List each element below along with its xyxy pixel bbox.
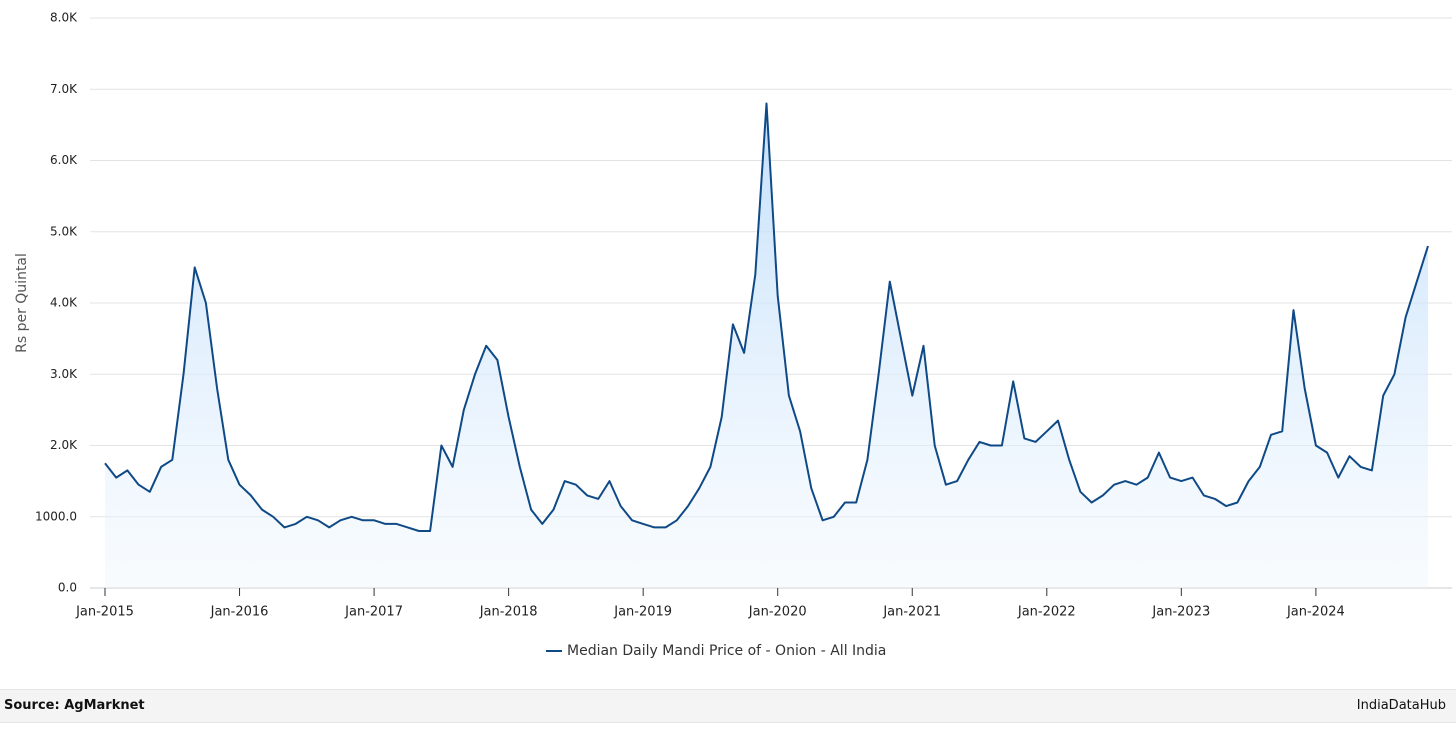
- y-tick-label: 6.0K: [50, 153, 78, 167]
- source: Source: AgMarknet: [4, 698, 145, 713]
- footer: Source: AgMarknet IndiaDataHub: [0, 689, 1456, 723]
- x-tick-label: Jan-2022: [1017, 605, 1076, 620]
- area-fill: [105, 103, 1428, 588]
- x-tick-label: Jan-2016: [210, 605, 269, 620]
- y-tick-label: 5.0K: [50, 224, 78, 238]
- y-tick-label: 8.0K: [50, 11, 78, 25]
- x-tick-label: Jan-2019: [613, 605, 672, 620]
- line: [104, 102, 1429, 532]
- chart: Rs per Quintal 0.0 1000.0 2.0K 3.0K 4.0K 5.0K…: [14, 11, 1452, 659]
- legend-label: Median Daily Mandi Price of - Onion - Al…: [567, 643, 886, 659]
- brand: IndiaDataHub: [1356, 698, 1446, 713]
- y-axis-title: Rs per Quintal: [14, 253, 30, 353]
- y-tick-label: 2.0K: [50, 438, 78, 452]
- y-tick-label: 4.0K: [50, 296, 78, 310]
- x-tick-label: Jan-2024: [1286, 605, 1345, 620]
- y-tick-label: 0.0: [58, 581, 77, 595]
- x-tick-label: Jan-2017: [344, 605, 403, 620]
- x-tick-label: Jan-2018: [479, 605, 538, 620]
- y-tick-label: 7.0K: [50, 82, 78, 96]
- x-tick-label: Jan-2020: [748, 605, 807, 620]
- x-tick-label: Jan-2021: [882, 605, 941, 620]
- x-tick-label: Jan-2023: [1151, 605, 1210, 620]
- y-tick-label: 3.0K: [50, 367, 78, 381]
- x-tick-label: Jan-2015: [75, 605, 134, 620]
- y-tick-label: 1000.0: [35, 509, 77, 523]
